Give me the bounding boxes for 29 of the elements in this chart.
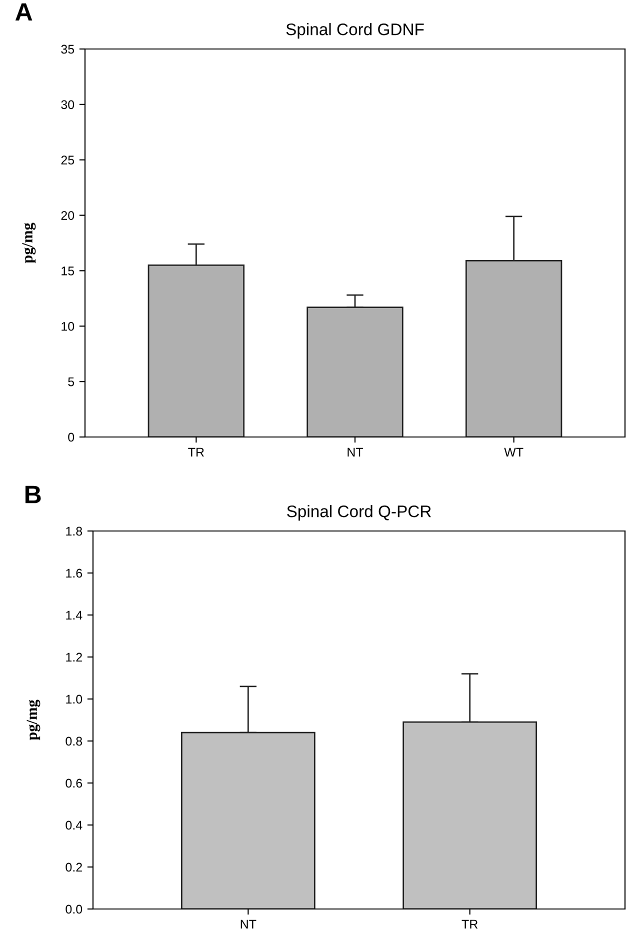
x-tick-label: TR bbox=[462, 920, 478, 928]
text: A bbox=[15, 3, 32, 21]
y-axis-title: pg/mg bbox=[26, 700, 40, 740]
chart-title: Spinal Cord GDNF bbox=[286, 23, 424, 39]
text: B bbox=[26, 486, 41, 504]
y-tick-label: 0.8 bbox=[66, 736, 82, 746]
x-tick-label: NT bbox=[240, 920, 256, 928]
y-tick-label: 1.8 bbox=[66, 526, 82, 536]
y-tick-label: 0.2 bbox=[66, 862, 82, 872]
y-tick-label: 1.2 bbox=[66, 652, 82, 662]
y-tick-label: 5 bbox=[68, 378, 74, 386]
y-tick-label: 1.6 bbox=[66, 568, 82, 578]
y-tick-label: 10 bbox=[62, 322, 74, 331]
y-tick-label: 1.4 bbox=[66, 610, 82, 620]
y-tick-label: 1.0 bbox=[66, 694, 82, 704]
y-tick-label: 20 bbox=[61, 211, 74, 220]
y-tick-label: 25 bbox=[61, 156, 74, 165]
chart-title: Spinal Cord Q-PCR bbox=[287, 505, 431, 521]
x-tick-label: NT bbox=[348, 448, 364, 456]
y-tick-label: 0.0 bbox=[66, 904, 82, 914]
x-tick-label: TR bbox=[188, 448, 204, 456]
y-axis-title: pg/mg bbox=[22, 222, 36, 264]
y-tick-label: 0.4 bbox=[66, 820, 82, 830]
y-tick-label: 30 bbox=[61, 100, 74, 110]
y-tick-label: 0.6 bbox=[66, 778, 82, 788]
y-tick-label: 35 bbox=[61, 44, 74, 54]
y-tick-label: 0 bbox=[68, 432, 74, 442]
x-tick-label: WT bbox=[504, 448, 524, 456]
y-tick-label: 15 bbox=[62, 266, 74, 276]
